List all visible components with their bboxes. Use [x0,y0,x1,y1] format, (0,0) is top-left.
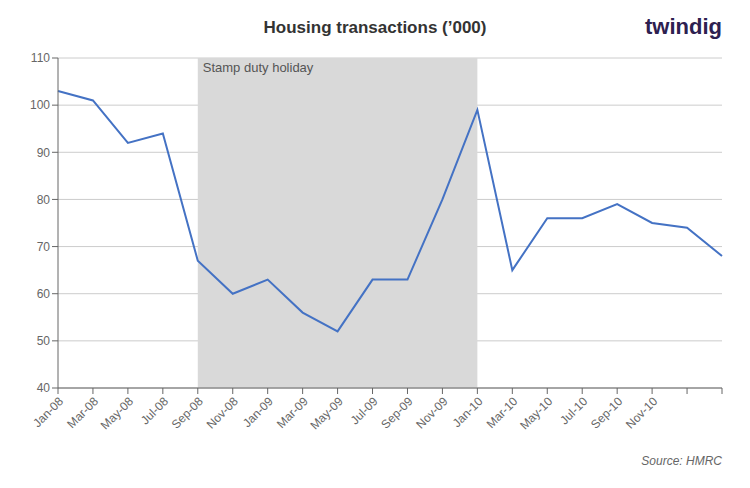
html-text:twindig: twindig [645,14,722,39]
html-text:Housing transactions (’000): Housing transactions (’000) [263,18,487,37]
svg-text:40: 40 [37,381,51,395]
svg-text:90: 90 [37,146,51,160]
svg-text:Sep-10: Sep-10 [588,394,625,431]
svg-text:Stamp duty holiday: Stamp duty holiday [203,60,314,75]
svg-text:May-09: May-09 [308,394,346,432]
svg-text:110: 110 [31,51,50,65]
svg-text:Mar-09: Mar-09 [274,394,311,431]
svg-text:Mar-08: Mar-08 [64,394,101,431]
svg-text:Jul-08: Jul-08 [138,394,171,427]
svg-text:Nov-08: Nov-08 [204,394,241,431]
svg-text:Jan-08: Jan-08 [30,394,66,430]
svg-text:Sep-08: Sep-08 [169,394,206,431]
svg-text:Nov-10: Nov-10 [623,394,660,431]
svg-text:Jan-10: Jan-10 [450,394,486,430]
svg-text:Jul-09: Jul-09 [348,394,381,427]
svg-text:60: 60 [37,287,51,301]
svg-text:50: 50 [37,334,51,348]
svg-text:May-08: May-08 [98,394,136,432]
svg-text:Jan-09: Jan-09 [240,394,276,430]
svg-text:Jul-10: Jul-10 [557,394,590,427]
svg-text:Mar-10: Mar-10 [484,394,521,431]
svg-text:100: 100 [30,98,50,112]
html-text:Source: HMRC: Source: HMRC [641,454,722,468]
svg-text:Sep-09: Sep-09 [378,394,415,431]
svg-text:Nov-09: Nov-09 [413,394,450,431]
svg-text:70: 70 [37,240,51,254]
svg-text:May-10: May-10 [517,394,555,432]
svg-text:80: 80 [37,193,51,207]
